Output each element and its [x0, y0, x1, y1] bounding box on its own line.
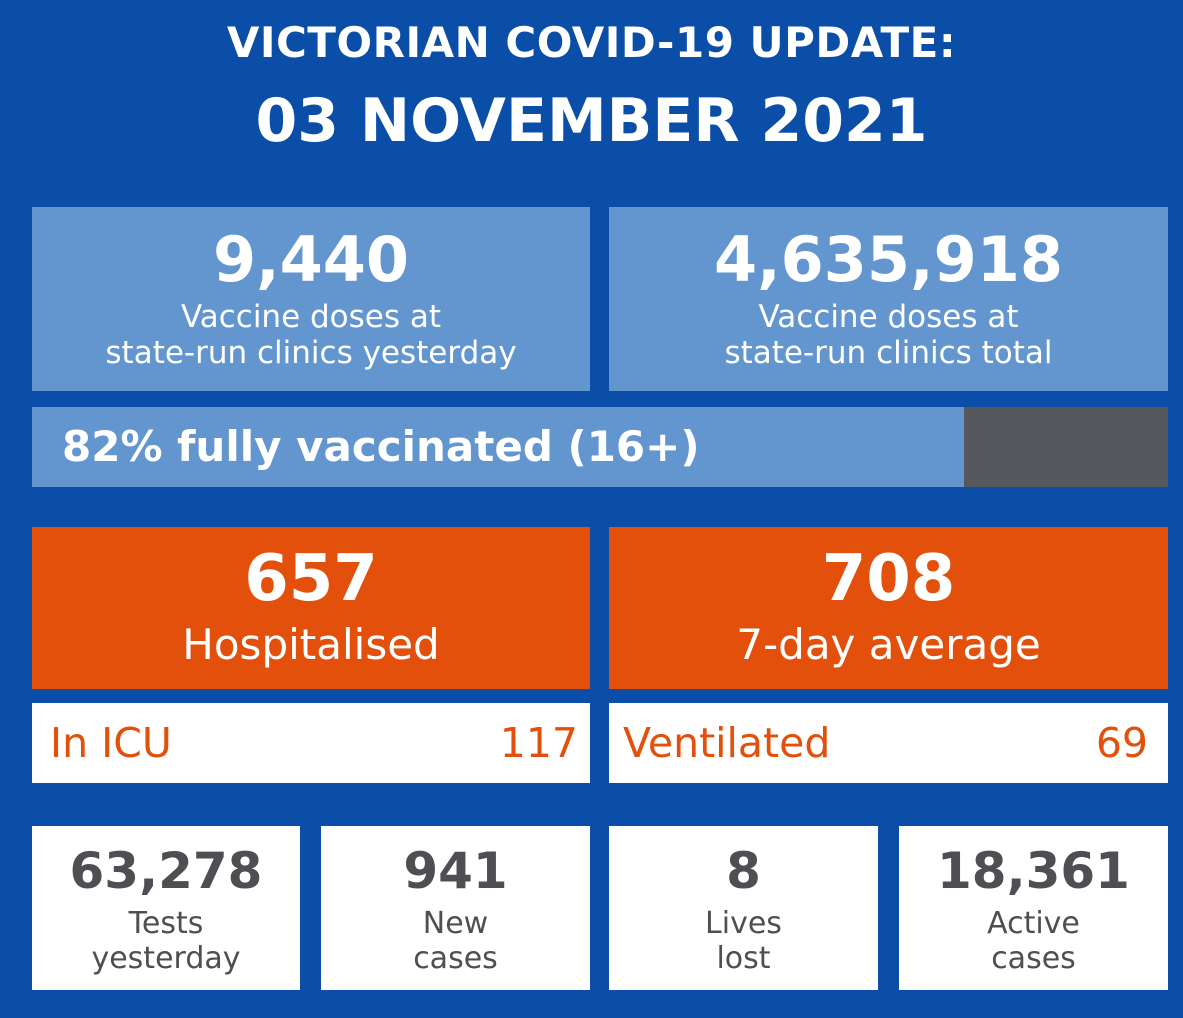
lives-lost-label-2: lost: [716, 941, 771, 976]
lives-lost-value: 8: [726, 842, 761, 900]
active-cases-label-1: Active: [987, 906, 1080, 941]
seven-day-average-panel: 708 7-day average: [609, 527, 1168, 689]
active-cases-label-2: cases: [991, 941, 1076, 976]
new-cases-label-1: New: [422, 906, 489, 941]
vaccine-doses-total-panel: 4,635,918 Vaccine doses at state-run cli…: [609, 207, 1168, 391]
lives-lost-label-1: Lives: [705, 906, 782, 941]
hospitalised-value: 657: [244, 542, 378, 616]
tests-yesterday-value: 63,278: [69, 842, 263, 900]
tests-yesterday-label-1: Tests: [128, 906, 204, 941]
new-cases-label-2: cases: [413, 941, 498, 976]
vaccine-doses-total-label-2: state-run clinics total: [724, 335, 1053, 371]
ventilated-value: 69: [1095, 719, 1148, 767]
seven-day-average-value: 708: [821, 542, 956, 616]
icu-label: In ICU: [50, 719, 172, 767]
lives-lost-panel: 8 Lives lost: [609, 826, 878, 990]
new-cases-value: 941: [403, 842, 508, 900]
title-line-1: VICTORIAN COVID-19 UPDATE:: [226, 18, 957, 67]
vaccine-doses-yesterday-label-2: state-run clinics yesterday: [105, 335, 517, 371]
ventilated-label: Ventilated: [623, 719, 831, 767]
fully-vaccinated-progress-bar: 82% fully vaccinated (16+): [32, 407, 1168, 487]
hospitalised-panel: 657 Hospitalised: [32, 527, 590, 689]
vaccine-doses-yesterday-value: 9,440: [212, 223, 410, 296]
vaccine-doses-yesterday-panel: 9,440 Vaccine doses at state-run clinics…: [32, 207, 590, 391]
tests-yesterday-panel: 63,278 Tests yesterday: [32, 826, 300, 990]
fully-vaccinated-progress-fill: [32, 407, 964, 487]
icu-row: In ICU 117: [32, 703, 590, 783]
active-cases-value: 18,361: [937, 842, 1130, 900]
hospitalised-label: Hospitalised: [182, 620, 440, 669]
vaccine-doses-total-value: 4,635,918: [713, 223, 1064, 296]
vaccine-doses-total-label-1: Vaccine doses at: [758, 299, 1019, 335]
new-cases-panel: 941 New cases: [321, 826, 590, 990]
active-cases-panel: 18,361 Active cases: [899, 826, 1168, 990]
vaccine-doses-yesterday-label-1: Vaccine doses at: [180, 299, 442, 335]
tests-yesterday-label-2: yesterday: [91, 941, 241, 976]
seven-day-average-label: 7-day average: [736, 620, 1041, 669]
ventilated-row: Ventilated 69: [609, 703, 1168, 783]
fully-vaccinated-label: 82% fully vaccinated (16+): [62, 422, 700, 471]
icu-value: 117: [499, 719, 578, 767]
title-date: 03 NOVEMBER 2021: [255, 86, 928, 156]
